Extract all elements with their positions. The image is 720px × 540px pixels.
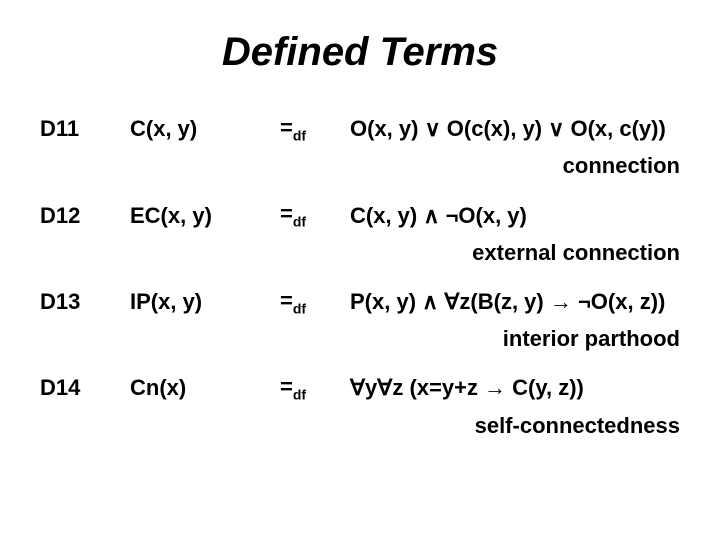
def-term: C(x, y) — [130, 116, 270, 142]
def-eqdf: =df — [280, 201, 340, 229]
slide-title: Defined Terms — [40, 30, 680, 75]
def-eqdf: =df — [280, 288, 340, 316]
definitions-grid: D11 C(x, y) =df O(x, y) ∨ O(c(x), y) ∨ O… — [40, 115, 680, 439]
def-id: D11 — [40, 116, 120, 142]
def-gloss: interior parthood — [350, 316, 680, 374]
def-expr: P(x, y) ∧ ∀z(B(z, y) → ¬O(x, z)) — [350, 289, 680, 315]
def-id: D13 — [40, 289, 120, 315]
def-id: D14 — [40, 375, 120, 401]
def-expr: C(x, y) ∧ ¬O(x, y) — [350, 203, 680, 229]
def-id: D12 — [40, 203, 120, 229]
def-term: Cn(x) — [130, 375, 270, 401]
def-expr: O(x, y) ∨ O(c(x), y) ∨ O(x, c(y)) — [350, 116, 680, 142]
def-gloss: connection — [350, 143, 680, 201]
def-gloss: self-connectedness — [350, 403, 680, 439]
def-term: EC(x, y) — [130, 203, 270, 229]
def-term: IP(x, y) — [130, 289, 270, 315]
def-gloss: external connection — [350, 230, 680, 288]
def-eqdf: =df — [280, 374, 340, 402]
def-expr: ∀y∀z (x=y+z → C(y, z)) — [350, 375, 680, 401]
def-eqdf: =df — [280, 115, 340, 143]
